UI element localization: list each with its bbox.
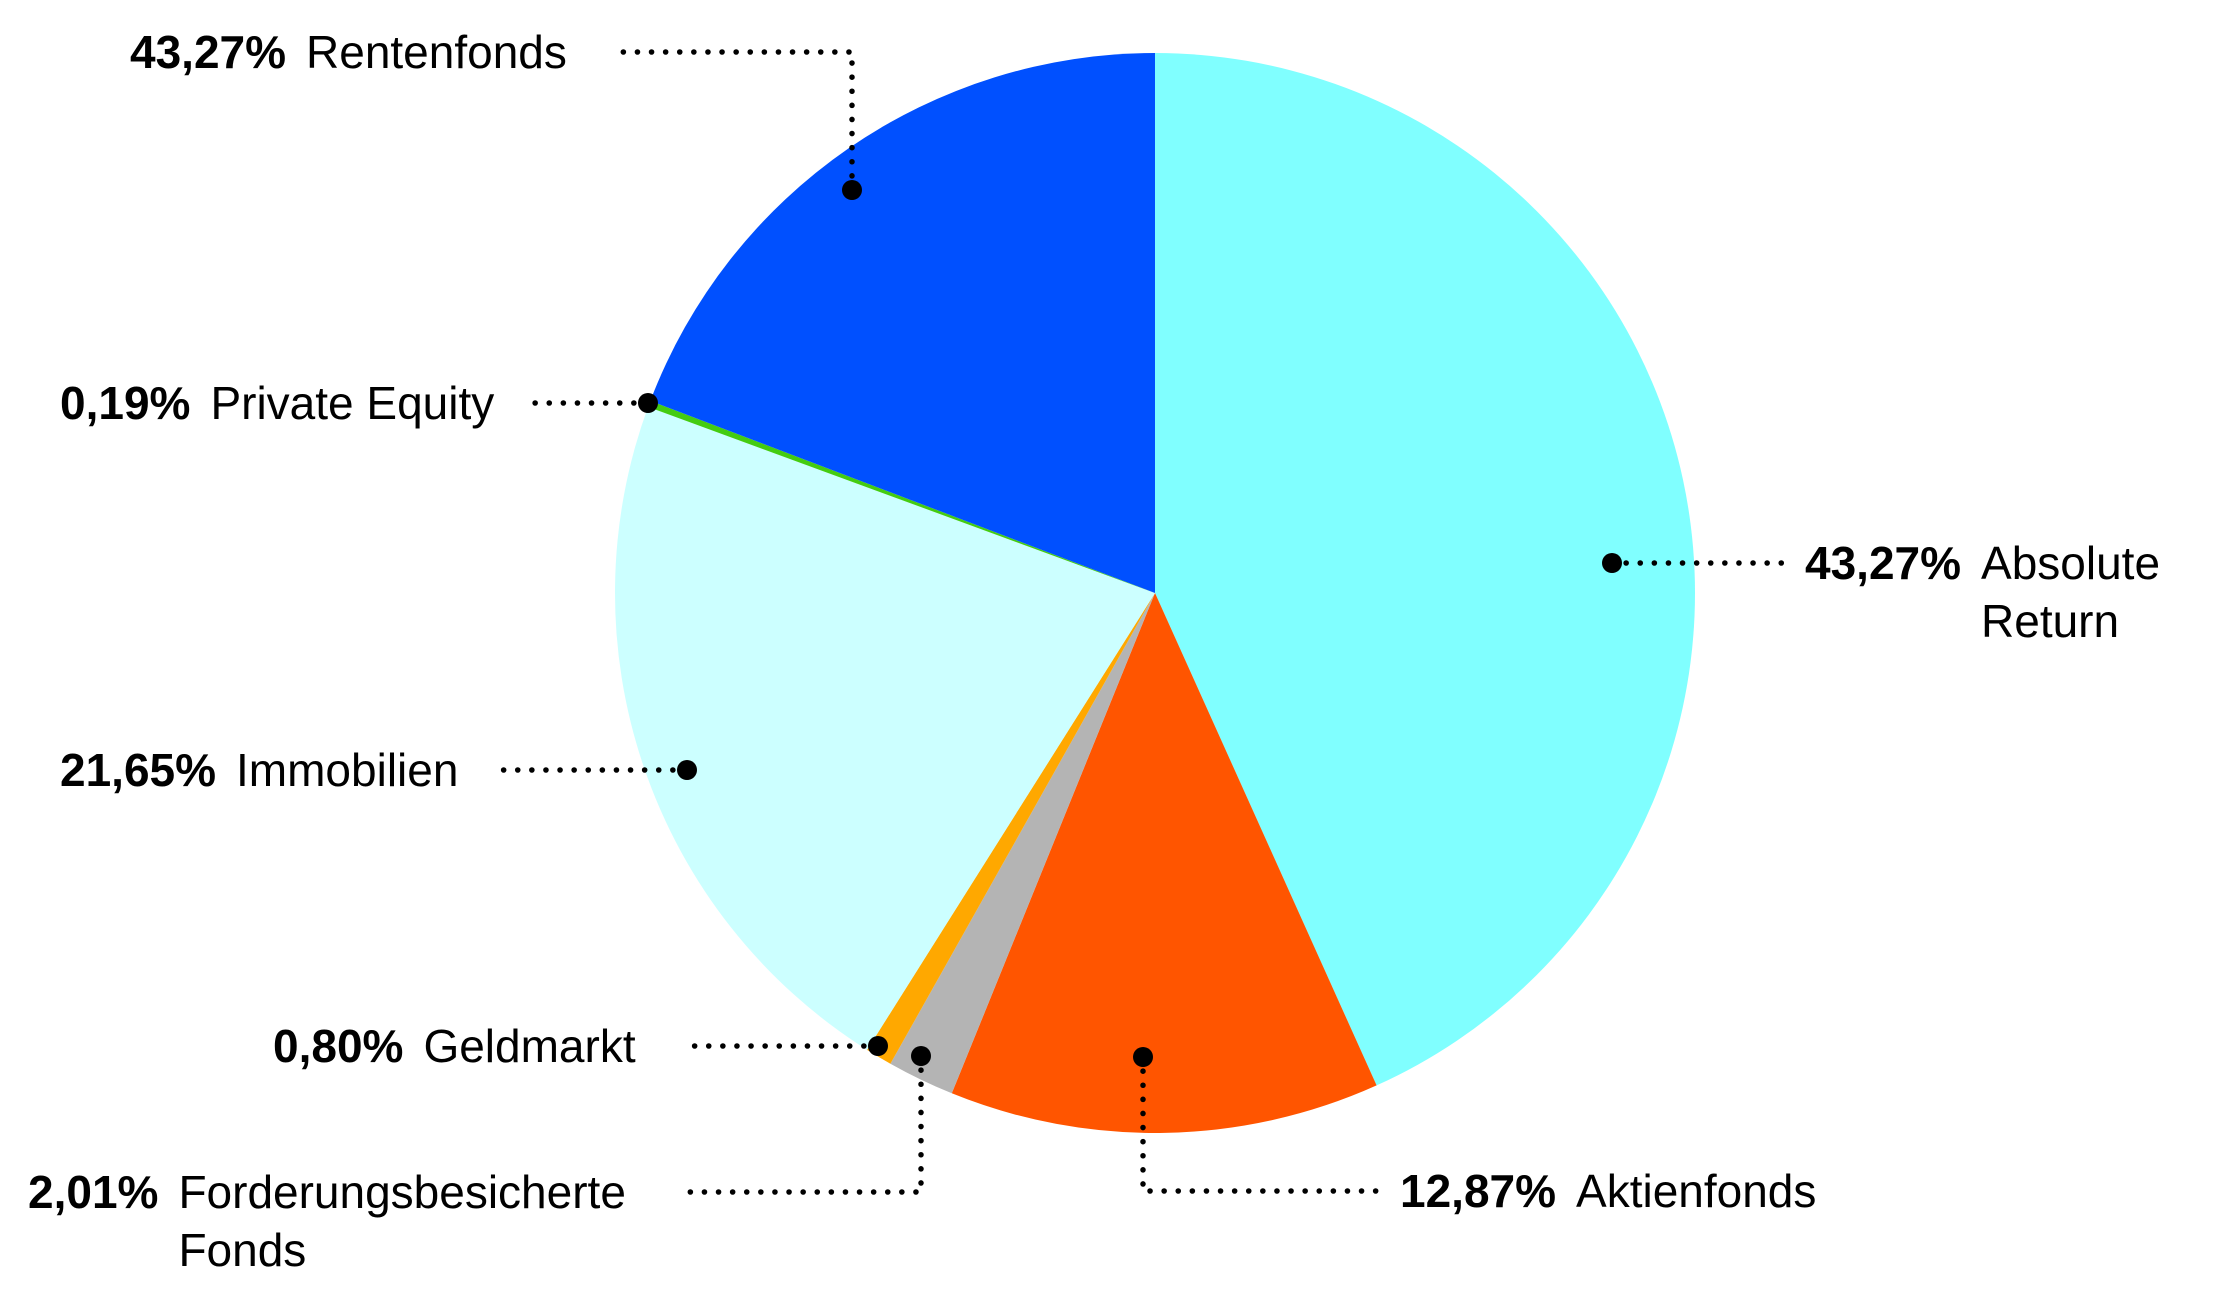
callout-label-aktienfonds: 12,87% Aktienfonds — [1400, 1162, 1816, 1220]
leader-dot-private-equity — [638, 393, 658, 413]
callout-percent: 2,01% — [28, 1166, 159, 1218]
callout-percent: 12,87% — [1400, 1165, 1557, 1217]
callout-name: Private Equity — [210, 377, 495, 429]
leader-line-rentenfonds — [615, 49, 855, 193]
callout-percent: 43,27% — [1805, 537, 1962, 589]
leader-line-aktienfonds — [1140, 1054, 1389, 1194]
leader-line-forderungsbesicherte-fonds — [681, 1053, 924, 1195]
callout-name: Absolute Return — [1981, 537, 2161, 647]
callout-percent: 0,80% — [273, 1020, 404, 1072]
pie-slice-private-equity — [648, 400, 1155, 593]
leader-dot-immobilien — [677, 760, 697, 780]
callout-label-geldmarkt: 0,80% Geldmarkt — [273, 1017, 636, 1075]
callout-label-forderungsbesicherte-fonds: 2,01% Forderungsbesicherte Fonds — [28, 1163, 678, 1279]
pie-slice-rentenfonds — [650, 53, 1155, 593]
leader-dot-rentenfonds — [842, 180, 862, 200]
pie-slice-aktienfonds — [951, 593, 1377, 1134]
callout-name: Forderungsbesicherte Fonds — [178, 1166, 626, 1276]
leader-dot-geldmarkt — [868, 1036, 888, 1056]
callout-percent: 21,65% — [60, 744, 217, 796]
callout-label-rentenfonds: 43,27% Rentenfonds — [130, 23, 567, 81]
callout-name: Immobilien — [236, 744, 459, 796]
callout-label-private-equity: 0,19% Private Equity — [60, 374, 494, 432]
callout-name: Geldmarkt — [423, 1020, 636, 1072]
callout-name: Rentenfonds — [306, 26, 567, 78]
pie-slice-geldmarkt — [867, 593, 1155, 1064]
callout-name: Aktienfonds — [1576, 1165, 1817, 1217]
leader-dot-forderungsbesicherte-fonds — [911, 1046, 931, 1066]
callout-percent: 43,27% — [130, 26, 287, 78]
leader-dot-aktienfonds — [1133, 1047, 1153, 1067]
leader-dot-absolute-return — [1602, 553, 1622, 573]
pie-slice-absolute-return — [1155, 53, 1696, 1086]
callout-percent: 0,19% — [60, 377, 191, 429]
callout-label-absolute-return: 43,27% Absolute Return — [1805, 534, 2196, 650]
pie-slice-forderungsbesicherte-fonds — [890, 593, 1155, 1094]
pie-slice-immobilien — [615, 406, 1155, 1050]
callout-label-immobilien: 21,65% Immobilien — [60, 741, 458, 799]
